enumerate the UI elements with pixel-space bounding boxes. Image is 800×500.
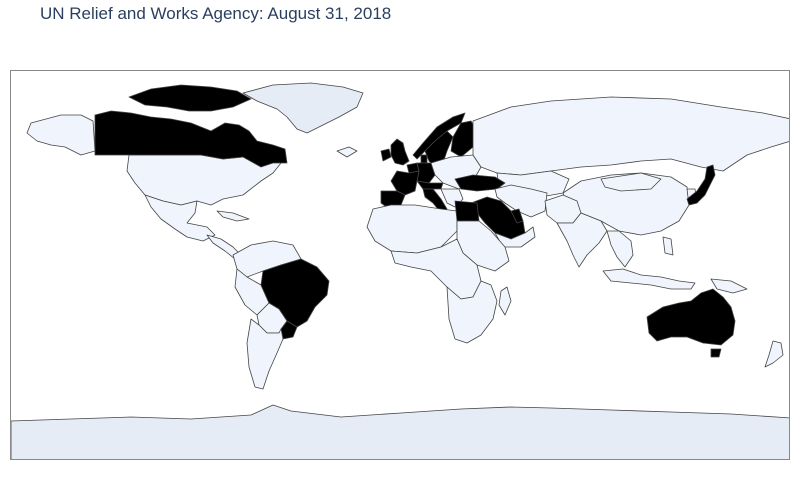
country-switzerland-austria[interactable]: [416, 180, 444, 190]
country-mongolia[interactable]: [600, 172, 662, 192]
country-ireland[interactable]: [380, 148, 392, 162]
country-alaska[interactable]: [26, 114, 96, 156]
country-north-west-africa[interactable]: [366, 204, 458, 254]
country-southern-africa[interactable]: [446, 280, 498, 344]
country-tasmania[interactable]: [710, 348, 722, 358]
country-gulf-states[interactable]: [510, 208, 524, 224]
country-france[interactable]: [390, 170, 420, 196]
country-south-east-asia[interactable]: [606, 230, 634, 268]
country-united-kingdom[interactable]: [390, 138, 410, 166]
country-new-zealand[interactable]: [764, 340, 784, 368]
country-antarctica[interactable]: [11, 404, 790, 460]
country-iran-iraq-syria[interactable]: [494, 184, 548, 218]
country-turkey[interactable]: [454, 174, 506, 192]
country-iceland[interactable]: [336, 146, 358, 158]
country-uruguay[interactable]: [280, 320, 298, 340]
country-mexico[interactable]: [144, 194, 216, 242]
country-canadian-arctic-islands[interactable]: [128, 84, 252, 112]
country-argentina-chile[interactable]: [246, 318, 284, 390]
country-cuba[interactable]: [216, 210, 250, 222]
country-papua-new-guinea[interactable]: [710, 278, 748, 294]
country-japan[interactable]: [686, 164, 716, 206]
country-philippines[interactable]: [662, 236, 674, 256]
country-australia[interactable]: [646, 288, 736, 346]
country-oman-yemen[interactable]: [494, 226, 536, 248]
country-madagascar[interactable]: [498, 286, 512, 316]
country-india[interactable]: [556, 212, 608, 268]
country-denmark[interactable]: [420, 154, 428, 164]
country-russia[interactable]: [472, 96, 790, 176]
country-greenland[interactable]: [242, 82, 364, 134]
map-title: UN Relief and Works Agency: August 31, 2…: [40, 4, 392, 23]
country-canada[interactable]: [94, 110, 288, 168]
map-frame[interactable]: [10, 70, 790, 460]
world-choropleth-map[interactable]: [11, 71, 790, 460]
land-layer: [11, 82, 790, 460]
country-egypt[interactable]: [454, 200, 480, 222]
country-indonesia[interactable]: [602, 268, 696, 290]
